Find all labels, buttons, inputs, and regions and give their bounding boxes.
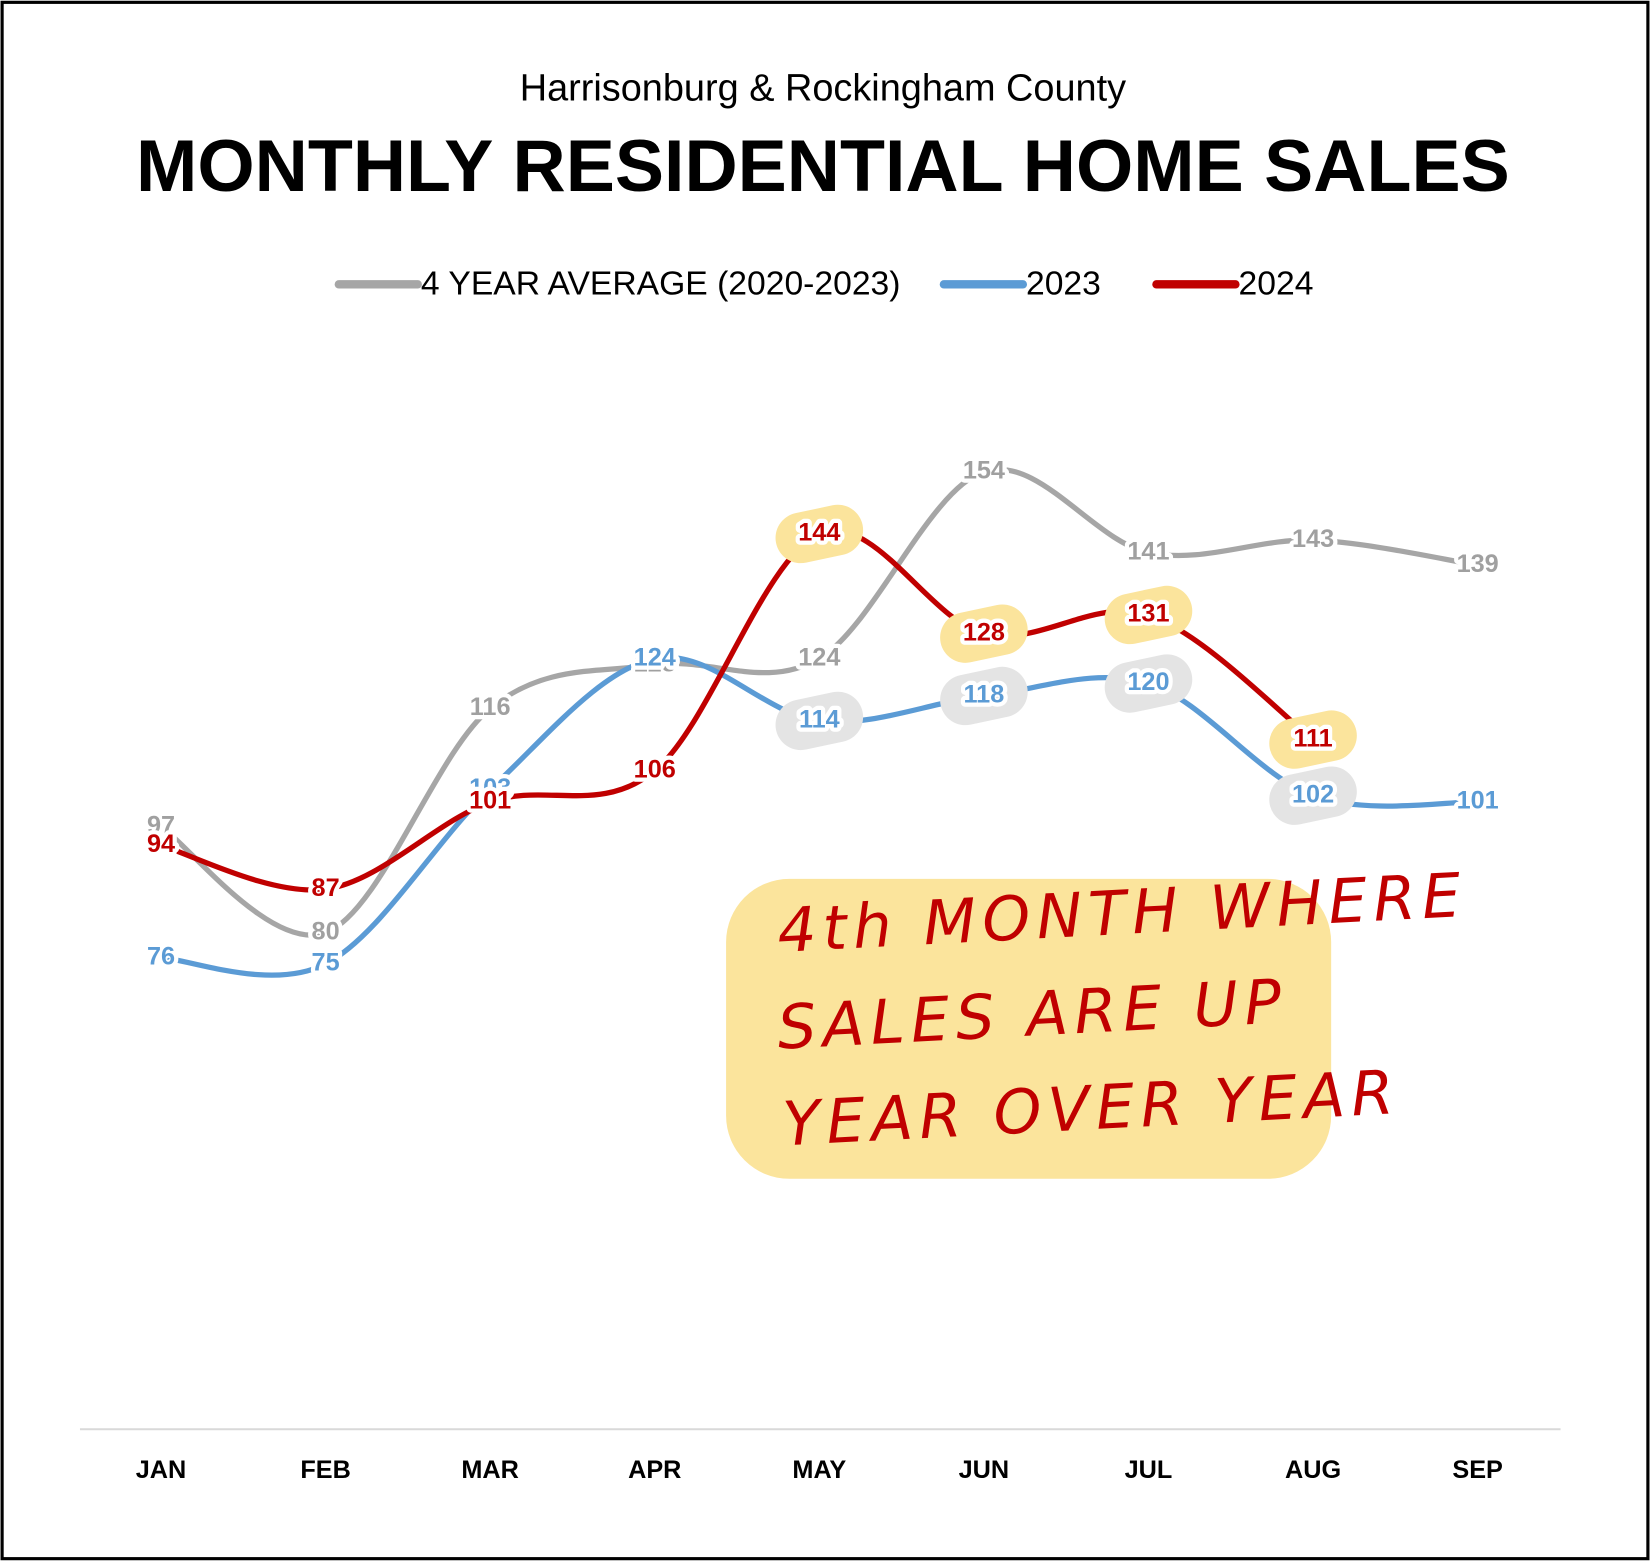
legend-label: 4 YEAR AVERAGE (2020-2023) [421, 265, 901, 302]
highlight [940, 666, 1028, 726]
highlight [775, 504, 864, 564]
x-tick-label: SEP [1452, 1456, 1503, 1484]
x-tick-label: FEB [300, 1456, 351, 1484]
data-label: 102 [1292, 780, 1334, 808]
legend-label: 2024 [1239, 265, 1314, 302]
data-label: 111 [1293, 724, 1332, 752]
x-tick-label: MAR [461, 1456, 519, 1484]
data-label: 114 [799, 706, 840, 734]
data-label: 141 [1127, 537, 1169, 565]
legend-label: 2023 [1026, 265, 1101, 302]
data-label: 80 [312, 917, 340, 945]
highlight [1269, 766, 1357, 825]
data-label: 75 [312, 949, 340, 977]
highlight [1269, 710, 1357, 769]
x-tick-label: JUN [959, 1456, 1010, 1484]
chart-title: MONTHLY RESIDENTIAL HOME SALES [136, 124, 1510, 207]
data-label: 116 [470, 693, 511, 721]
data-label: 106 [634, 755, 676, 783]
data-label: 124 [634, 643, 676, 671]
data-label: 143 [1292, 525, 1334, 553]
data-label: 87 [312, 874, 340, 902]
data-label: 101 [469, 787, 511, 815]
annotation-bg [726, 878, 1332, 1179]
x-tick-label: APR [628, 1456, 681, 1484]
chart-subtitle: Harrisonburg & Rockingham County [520, 68, 1126, 110]
highlight [1104, 585, 1193, 645]
data-label: 118 [964, 681, 1005, 709]
data-label: 120 [1127, 668, 1169, 696]
data-label: 144 [798, 519, 840, 547]
x-tick-label: JUL [1125, 1456, 1173, 1484]
data-label: 76 [147, 942, 175, 970]
data-label: 128 [963, 618, 1005, 646]
data-label: 124 [798, 643, 840, 671]
series-line [158, 466, 1481, 938]
data-label: 103 [469, 774, 511, 802]
highlight [1104, 654, 1193, 713]
highlight [940, 604, 1028, 663]
data-label: 154 [963, 456, 1005, 484]
data-label: 123 [634, 649, 676, 677]
data-label: 131 [1127, 600, 1169, 628]
data-label: 94 [147, 830, 175, 858]
data-label: 139 [1457, 550, 1499, 578]
data-label: 97 [147, 812, 175, 840]
x-tick-label: MAY [792, 1456, 846, 1484]
x-tick-label: JAN [136, 1456, 187, 1484]
data-label: 101 [1457, 787, 1499, 815]
highlight [775, 691, 864, 751]
x-tick-label: AUG [1285, 1456, 1341, 1484]
